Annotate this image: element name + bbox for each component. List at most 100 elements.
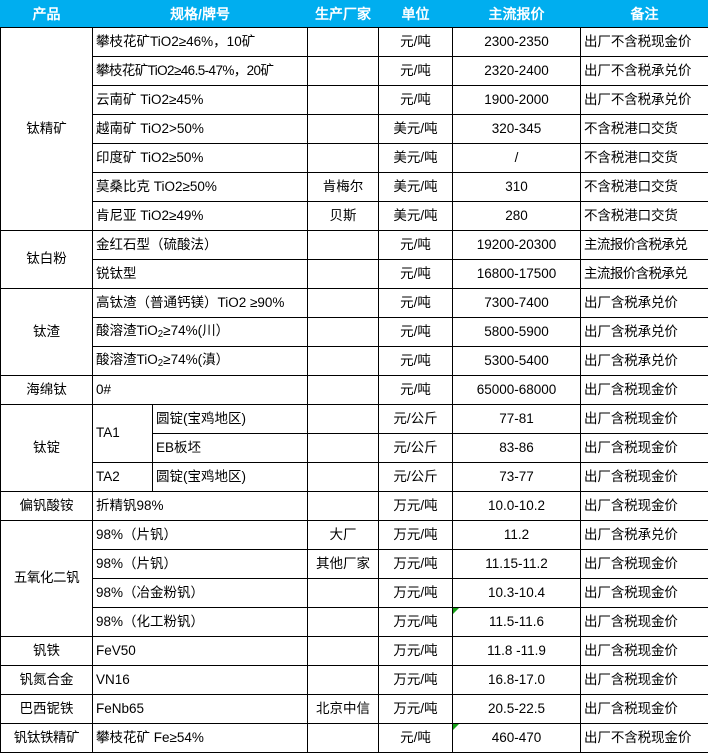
cell-maker[interactable]: 肯梅尔 <box>308 173 379 202</box>
cell-remark[interactable]: 出厂含税承兑价 <box>581 318 708 347</box>
cell-maker[interactable] <box>308 637 379 666</box>
cell-price[interactable]: 1900-2000 <box>453 86 581 115</box>
cell-unit[interactable]: 万元/吨 <box>379 666 453 695</box>
cell-maker[interactable] <box>308 86 379 115</box>
cell-price[interactable]: 280 <box>453 202 581 231</box>
cell-unit[interactable]: 元/吨 <box>379 86 453 115</box>
cell-remark[interactable]: 出厂不含税承兑价 <box>581 57 708 86</box>
cell-remark[interactable]: 出厂不含税承兑价 <box>581 86 708 115</box>
cell-product-group[interactable]: 巴西铌铁 <box>1 695 93 724</box>
cell-unit[interactable]: 元/公斤 <box>379 434 453 463</box>
cell-remark[interactable]: 出厂含税承兑价 <box>581 521 708 550</box>
cell-price[interactable]: 77-81 <box>453 405 581 434</box>
cell-unit[interactable]: 万元/吨 <box>379 695 453 724</box>
cell-grade[interactable]: TA1 <box>93 405 153 463</box>
cell-remark[interactable]: 主流报价含税承兑 <box>581 260 708 289</box>
cell-maker[interactable] <box>308 115 379 144</box>
cell-price[interactable]: 5800-5900 <box>453 318 581 347</box>
cell-price[interactable]: 2320-2400 <box>453 57 581 86</box>
cell-unit[interactable]: 元/吨 <box>379 376 453 405</box>
cell-unit[interactable]: 万元/吨 <box>379 521 453 550</box>
cell-unit[interactable]: 元/吨 <box>379 289 453 318</box>
cell-maker[interactable] <box>308 347 379 376</box>
cell-maker[interactable] <box>308 724 379 753</box>
cell-remark[interactable]: 出厂含税现金价 <box>581 695 708 724</box>
cell-remark[interactable]: 不含税港口交货 <box>581 115 708 144</box>
cell-maker[interactable] <box>308 318 379 347</box>
cell-spec[interactable]: 折精钒98% <box>93 492 308 521</box>
cell-price[interactable]: 65000-68000 <box>453 376 581 405</box>
cell-remark[interactable]: 出厂含税承兑价 <box>581 289 708 318</box>
cell-spec[interactable]: 肯尼亚 TiO2≥49% <box>93 202 308 231</box>
cell-remark[interactable]: 出厂含税现金价 <box>581 434 708 463</box>
cell-spec[interactable]: 攀枝花矿TiO2≥46%，10矿 <box>93 28 308 57</box>
cell-price[interactable]: 2300-2350 <box>453 28 581 57</box>
cell-spec[interactable]: 越南矿 TiO2>50% <box>93 115 308 144</box>
cell-price[interactable]: 10.0-10.2 <box>453 492 581 521</box>
cell-maker[interactable] <box>308 492 379 521</box>
cell-spec[interactable]: 0# <box>93 376 308 405</box>
cell-product-group[interactable]: 钛渣 <box>1 289 93 376</box>
cell-remark[interactable]: 出厂含税承兑价 <box>581 347 708 376</box>
cell-remark[interactable]: 出厂含税现金价 <box>581 637 708 666</box>
cell-remark[interactable]: 出厂含税现金价 <box>581 666 708 695</box>
cell-maker[interactable] <box>308 666 379 695</box>
cell-spec[interactable]: 98%（冶金粉钒） <box>93 579 308 608</box>
cell-price[interactable]: 5300-5400 <box>453 347 581 376</box>
cell-remark[interactable]: 出厂不含税现金价 <box>581 28 708 57</box>
cell-spec[interactable]: FeV50 <box>93 637 308 666</box>
cell-maker[interactable] <box>308 260 379 289</box>
cell-product-group[interactable]: 偏钒酸铵 <box>1 492 93 521</box>
cell-grade[interactable]: TA2 <box>93 463 153 492</box>
cell-maker[interactable] <box>308 231 379 260</box>
cell-remark[interactable]: 出厂含税现金价 <box>581 463 708 492</box>
cell-price[interactable]: 460-470 <box>453 724 581 753</box>
cell-price[interactable]: 11.8 -11.9 <box>453 637 581 666</box>
cell-product-group[interactable]: 钛精矿 <box>1 28 93 231</box>
cell-price[interactable]: 11.15-11.2 <box>453 550 581 579</box>
cell-spec[interactable]: FeNb65 <box>93 695 308 724</box>
cell-unit[interactable]: 美元/吨 <box>379 115 453 144</box>
cell-remark[interactable]: 不含税港口交货 <box>581 202 708 231</box>
cell-spec[interactable]: 酸溶渣TiO2≥74%(滇） <box>93 347 308 376</box>
cell-unit[interactable]: 美元/吨 <box>379 202 453 231</box>
cell-spec[interactable]: 高钛渣（普通钙镁）TiO2 ≥90% <box>93 289 308 318</box>
cell-product-group[interactable]: 钛锭 <box>1 405 93 492</box>
cell-maker[interactable] <box>308 405 379 434</box>
cell-maker[interactable] <box>308 28 379 57</box>
cell-price[interactable]: 20.5-22.5 <box>453 695 581 724</box>
cell-maker[interactable] <box>308 376 379 405</box>
cell-price[interactable]: 320-345 <box>453 115 581 144</box>
cell-unit[interactable]: 万元/吨 <box>379 637 453 666</box>
cell-maker[interactable] <box>308 434 379 463</box>
cell-product-group[interactable]: 钒铁 <box>1 637 93 666</box>
cell-product-group[interactable]: 钛白粉 <box>1 231 93 289</box>
cell-remark[interactable]: 主流报价含税承兑 <box>581 231 708 260</box>
cell-price[interactable]: 10.3-10.4 <box>453 579 581 608</box>
cell-unit[interactable]: 万元/吨 <box>379 579 453 608</box>
cell-unit[interactable]: 万元/吨 <box>379 492 453 521</box>
cell-spec[interactable]: VN16 <box>93 666 308 695</box>
cell-remark[interactable]: 出厂含税现金价 <box>581 405 708 434</box>
cell-product-group[interactable]: 钒钛铁精矿 <box>1 724 93 753</box>
cell-unit[interactable]: 万元/吨 <box>379 550 453 579</box>
cell-product-group[interactable]: 五氧化二钒 <box>1 521 93 637</box>
cell-unit[interactable]: 元/吨 <box>379 347 453 376</box>
cell-spec[interactable]: 锐钛型 <box>93 260 308 289</box>
cell-price[interactable]: 7300-7400 <box>453 289 581 318</box>
cell-maker[interactable] <box>308 608 379 637</box>
cell-spec[interactable]: 圆锭(宝鸡地区) <box>153 405 308 434</box>
cell-spec[interactable]: 印度矿 TiO2≥50% <box>93 144 308 173</box>
cell-maker[interactable] <box>308 57 379 86</box>
cell-maker[interactable] <box>308 579 379 608</box>
cell-spec[interactable]: 攀枝花矿 Fe≥54% <box>93 724 308 753</box>
cell-maker[interactable] <box>308 463 379 492</box>
cell-unit[interactable]: 元/吨 <box>379 260 453 289</box>
cell-maker[interactable] <box>308 144 379 173</box>
cell-spec[interactable]: 98%（化工粉钒） <box>93 608 308 637</box>
cell-remark[interactable]: 出厂不含税现金价 <box>581 724 708 753</box>
cell-maker[interactable]: 贝斯 <box>308 202 379 231</box>
cell-remark[interactable]: 出厂含税现金价 <box>581 376 708 405</box>
cell-remark[interactable]: 出厂含税现金价 <box>581 492 708 521</box>
cell-remark[interactable]: 不含税港口交货 <box>581 173 708 202</box>
